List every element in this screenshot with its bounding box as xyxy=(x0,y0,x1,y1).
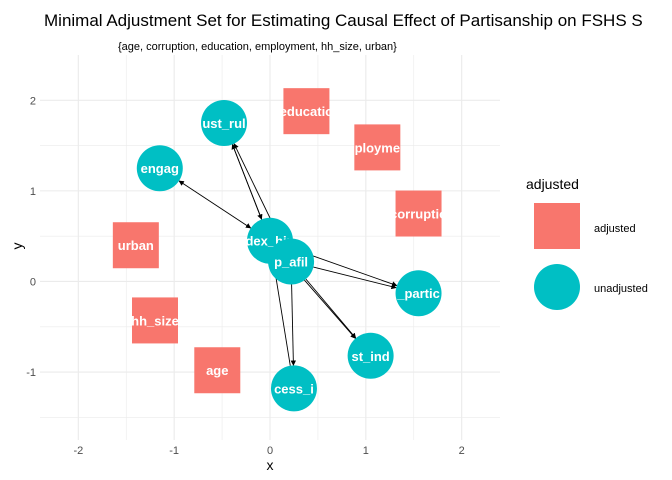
node-square xyxy=(194,347,241,394)
node-square xyxy=(354,124,401,171)
node-square xyxy=(112,222,159,269)
node-label: age xyxy=(206,363,228,378)
node-square xyxy=(132,297,178,344)
node-age: age xyxy=(194,347,241,394)
edge-access_info-index_bin xyxy=(271,262,291,366)
node-hh_size: hh_size xyxy=(131,297,179,344)
node-label: st_ind xyxy=(351,349,389,364)
node-label: _partic xyxy=(396,286,440,301)
node-label: hh_size xyxy=(131,313,179,328)
legend-label-adjusted: adjusted xyxy=(594,223,636,235)
node-circle xyxy=(136,145,183,192)
node-label: cess_i xyxy=(274,381,314,396)
x-tick-label: 0 xyxy=(267,445,273,457)
node-civic_engagement: engag xyxy=(136,145,183,192)
y-tick-label: 2 xyxy=(30,95,36,107)
edge-civic_engagement-index_bin xyxy=(178,180,252,229)
x-tick-label: 1 xyxy=(363,445,369,457)
node-label: urban xyxy=(118,238,154,253)
node-label: ust_rul xyxy=(202,116,245,131)
legend-title: adjusted xyxy=(526,176,579,192)
node-trust_ind: st_ind xyxy=(347,332,394,379)
y-axis-title: y xyxy=(9,243,25,250)
x-tick-label: -2 xyxy=(73,445,83,457)
x-tick-labels: -2 -1 0 1 2 xyxy=(73,445,464,457)
y-tick-labels: -1 0 1 2 xyxy=(26,95,36,379)
edge-p_afil-access_info xyxy=(290,284,297,366)
legend: adjusted adjusted unadjusted xyxy=(526,176,648,310)
chart-title: Minimal Adjustment Set for Estimating Ca… xyxy=(44,11,643,30)
node-square xyxy=(283,88,330,135)
edge-p_afil-trust_ind xyxy=(305,278,357,339)
node-corruption: corruptio xyxy=(390,190,447,237)
x-axis-title: x xyxy=(267,457,274,473)
node-partisanship: _partic xyxy=(395,270,442,317)
edge-p_afil-partisanship xyxy=(313,266,397,290)
y-tick-label: 0 xyxy=(30,276,36,288)
node-trust_ruling: ust_rul xyxy=(201,99,247,146)
node-circle xyxy=(201,99,247,146)
node-access_info: cess_i xyxy=(270,365,317,412)
node-employment: ployme xyxy=(354,124,401,171)
node-circle xyxy=(270,365,317,412)
node-circle xyxy=(347,332,394,379)
node-square xyxy=(395,190,442,237)
node-label: educatio xyxy=(280,104,334,119)
node-p_afil: p_afil xyxy=(268,238,315,285)
x-tick-label: 2 xyxy=(459,445,465,457)
chart-subtitle: {age, corruption, education, employment,… xyxy=(118,41,397,53)
legend-label-unadjusted: unadjusted xyxy=(594,283,648,295)
node-circle xyxy=(268,238,315,285)
legend-key-circle xyxy=(534,264,580,310)
legend-item-adjusted: adjusted xyxy=(534,203,636,249)
node-education: educatio xyxy=(280,88,334,135)
legend-key-square xyxy=(534,203,580,249)
node-urban: urban xyxy=(112,222,159,269)
x-tick-label: -1 xyxy=(169,445,179,457)
y-tick-label: -1 xyxy=(26,367,36,379)
legend-item-unadjusted: unadjusted xyxy=(534,264,648,310)
node-label: p_afil xyxy=(274,255,308,270)
node-label: ployme xyxy=(355,140,401,155)
node-label: engag xyxy=(141,161,179,176)
node-label: corruptio xyxy=(390,207,447,222)
edge-trust_ruling-index_bin xyxy=(231,144,263,220)
node-circle xyxy=(395,270,442,317)
y-tick-label: 1 xyxy=(30,186,36,198)
